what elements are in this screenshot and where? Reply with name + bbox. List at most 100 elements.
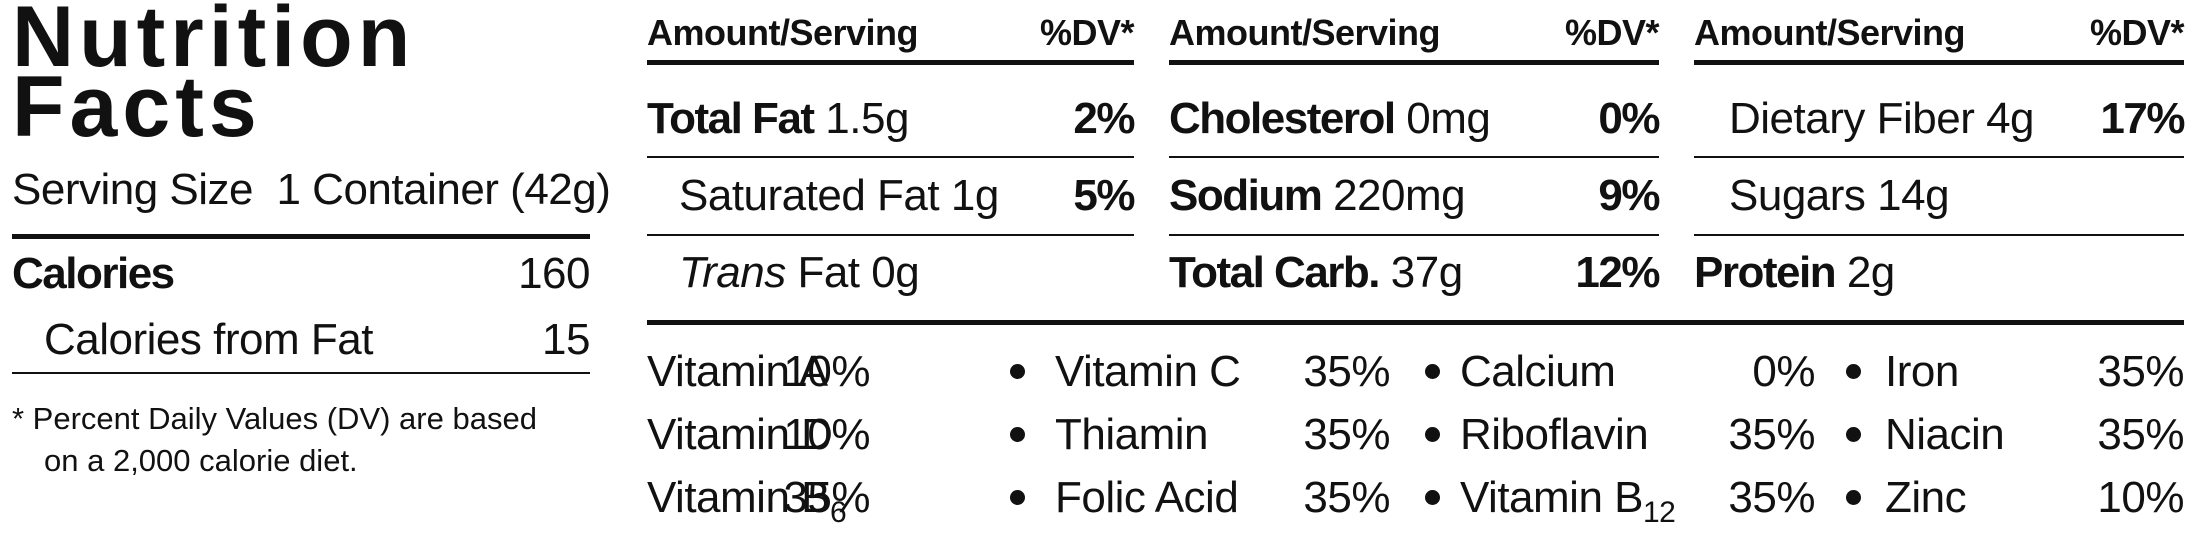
vitamin-name: Vitamin B12 <box>1460 468 1676 528</box>
nutrient-row: Trans Fat 0g <box>679 243 1134 303</box>
amount-header: Amount/Serving <box>1694 12 1966 53</box>
bullet <box>1846 427 1861 442</box>
nutrient-amount: 2g <box>1846 248 1895 297</box>
calories-fat-label: Calories from Fat <box>44 315 373 364</box>
nutrient-amount: 0g <box>871 248 920 297</box>
vitamin-name: Folic Acid <box>1055 468 1239 528</box>
nutrient-row: Dietary Fiber 4g 17% <box>1729 89 2185 149</box>
rule <box>1694 60 2184 65</box>
vitamin-name: Niacin <box>1885 405 2005 465</box>
calories-label: Calories <box>12 249 175 298</box>
nutrient-row: Sodium 220mg 9% <box>1169 166 1660 226</box>
nutrient-dv: 5% <box>1073 171 1135 220</box>
nutrient-dv: 2% <box>1073 94 1135 143</box>
rule <box>1694 234 2184 236</box>
nutrient-amount: 37g <box>1390 248 1463 297</box>
nutrient-name-italic: Trans <box>679 248 786 297</box>
vitamin-dv: 10% <box>783 347 870 396</box>
nutrient-dv: 9% <box>1598 171 1660 220</box>
vitamin-name: Thiamin <box>1055 405 1209 465</box>
nutrient-name: Total Fat <box>647 94 815 143</box>
nutrient: Total Fat 1.5g <box>647 94 909 144</box>
bullet <box>1010 490 1025 505</box>
vitamin-name-text: Vitamin A <box>647 347 828 396</box>
rule <box>12 372 590 374</box>
vitamin-name-text: Vitamin B <box>647 473 831 522</box>
rule <box>1169 156 1659 158</box>
nutrient-row: Sugars 14g <box>1729 166 2184 226</box>
bullet <box>1010 364 1025 379</box>
nutrient: Dietary Fiber 4g <box>1729 94 2035 144</box>
vitamin-name: Vitamin A <box>647 342 828 402</box>
dv-header: %DV* <box>2089 12 2185 53</box>
vitamin-name: Vitamin B6 <box>647 468 847 528</box>
nutrient: Sugars 14g <box>1729 171 1950 221</box>
calories-value: 160 <box>518 249 590 298</box>
nutrient-name: Saturated Fat <box>679 171 940 220</box>
nutrient-row: Total Carb. 37g 12% <box>1169 243 1660 303</box>
vitamin-dv: 0% <box>1752 347 1815 396</box>
vitamin-dv: 35% <box>2097 347 2184 396</box>
bullet <box>1010 427 1025 442</box>
rule <box>647 60 1134 65</box>
rule <box>1694 156 2184 158</box>
vitamin-name: Vitamin C <box>1055 342 1241 402</box>
vitamin-name-text: Vitamin B <box>1460 473 1644 522</box>
nutrient-name: Total Carb. <box>1169 248 1381 297</box>
dv-header: %DV* <box>1564 12 1660 53</box>
footnote: * Percent Daily Values (DV) are based <box>12 401 537 436</box>
title: Facts <box>12 59 262 155</box>
nutrient: Protein 2g <box>1694 248 1895 298</box>
serving-value: 1 Container (42g) <box>276 165 611 214</box>
nutrient-row: Total Fat 1.5g 2% <box>647 89 1135 149</box>
vitamin-name-text: Vitamin C <box>1055 347 1241 396</box>
vitamin-dv: 10% <box>783 410 870 459</box>
nutrient-name: Sugars <box>1729 171 1866 220</box>
vitamin-name: Vitamin D <box>647 405 833 465</box>
bullet <box>1425 490 1440 505</box>
vitamin-dv: 10% <box>2097 473 2184 522</box>
calories-fat-row: Calories from Fat 15 <box>44 310 590 370</box>
vitamin-dv: 35% <box>1728 473 1815 522</box>
amount-header: Amount/Serving <box>1169 12 1441 53</box>
title: Nutrition <box>12 0 416 85</box>
vitamin-name-text: Calcium <box>1460 347 1616 396</box>
vitamin-name-text: Folic Acid <box>1055 473 1239 522</box>
rule <box>647 156 1134 158</box>
bullet <box>1846 490 1861 505</box>
nutrient-row: Cholesterol 0mg 0% <box>1169 89 1660 149</box>
label: Serving Size 1 Container (42g) <box>12 165 611 215</box>
rule <box>12 234 590 239</box>
column-header: Amount/Serving %DV* <box>647 8 1135 58</box>
vitamin-dv: 35% <box>1303 473 1390 522</box>
nutrient: Total Carb. 37g <box>1169 248 1463 298</box>
rule <box>647 234 1134 236</box>
nutrient-amount: 14g <box>1877 171 1950 220</box>
nutrient-dv: 17% <box>2100 94 2185 143</box>
bullet <box>1425 427 1440 442</box>
column-header: Amount/Serving %DV* <box>1694 8 2185 58</box>
nutrient-amount: 1g <box>950 171 999 220</box>
vitamin-dv: 35% <box>1303 410 1390 459</box>
calories-row: Calories 160 <box>12 244 590 304</box>
vitamin-name-text: Zinc <box>1885 473 1967 522</box>
vitamin-name-text: Riboflavin <box>1460 410 1649 459</box>
serving-label: Serving Size <box>12 165 254 214</box>
rule <box>647 320 2184 325</box>
nutrient-amount: 0mg <box>1406 94 1491 143</box>
vitamin-name: Iron <box>1885 342 1959 402</box>
nutrient-name: Protein <box>1694 248 1837 297</box>
nutrient-name: Fat <box>797 248 860 297</box>
rule <box>1169 60 1659 65</box>
nutrient: Cholesterol 0mg <box>1169 94 1491 144</box>
vitamin-name: Calcium <box>1460 342 1616 402</box>
vitamin-name-text: Thiamin <box>1055 410 1209 459</box>
footnote: on a 2,000 calorie diet. <box>44 443 358 478</box>
dv-header: %DV* <box>1039 12 1135 53</box>
serving-size-row: Serving Size 1 Container (42g) <box>12 160 611 220</box>
vitamin-dv: 35% <box>2097 410 2184 459</box>
vitamin-name: Riboflavin <box>1460 405 1649 465</box>
nutrient-amount: 4g <box>1986 94 2035 143</box>
nutrient-row: Saturated Fat 1g 5% <box>679 166 1135 226</box>
